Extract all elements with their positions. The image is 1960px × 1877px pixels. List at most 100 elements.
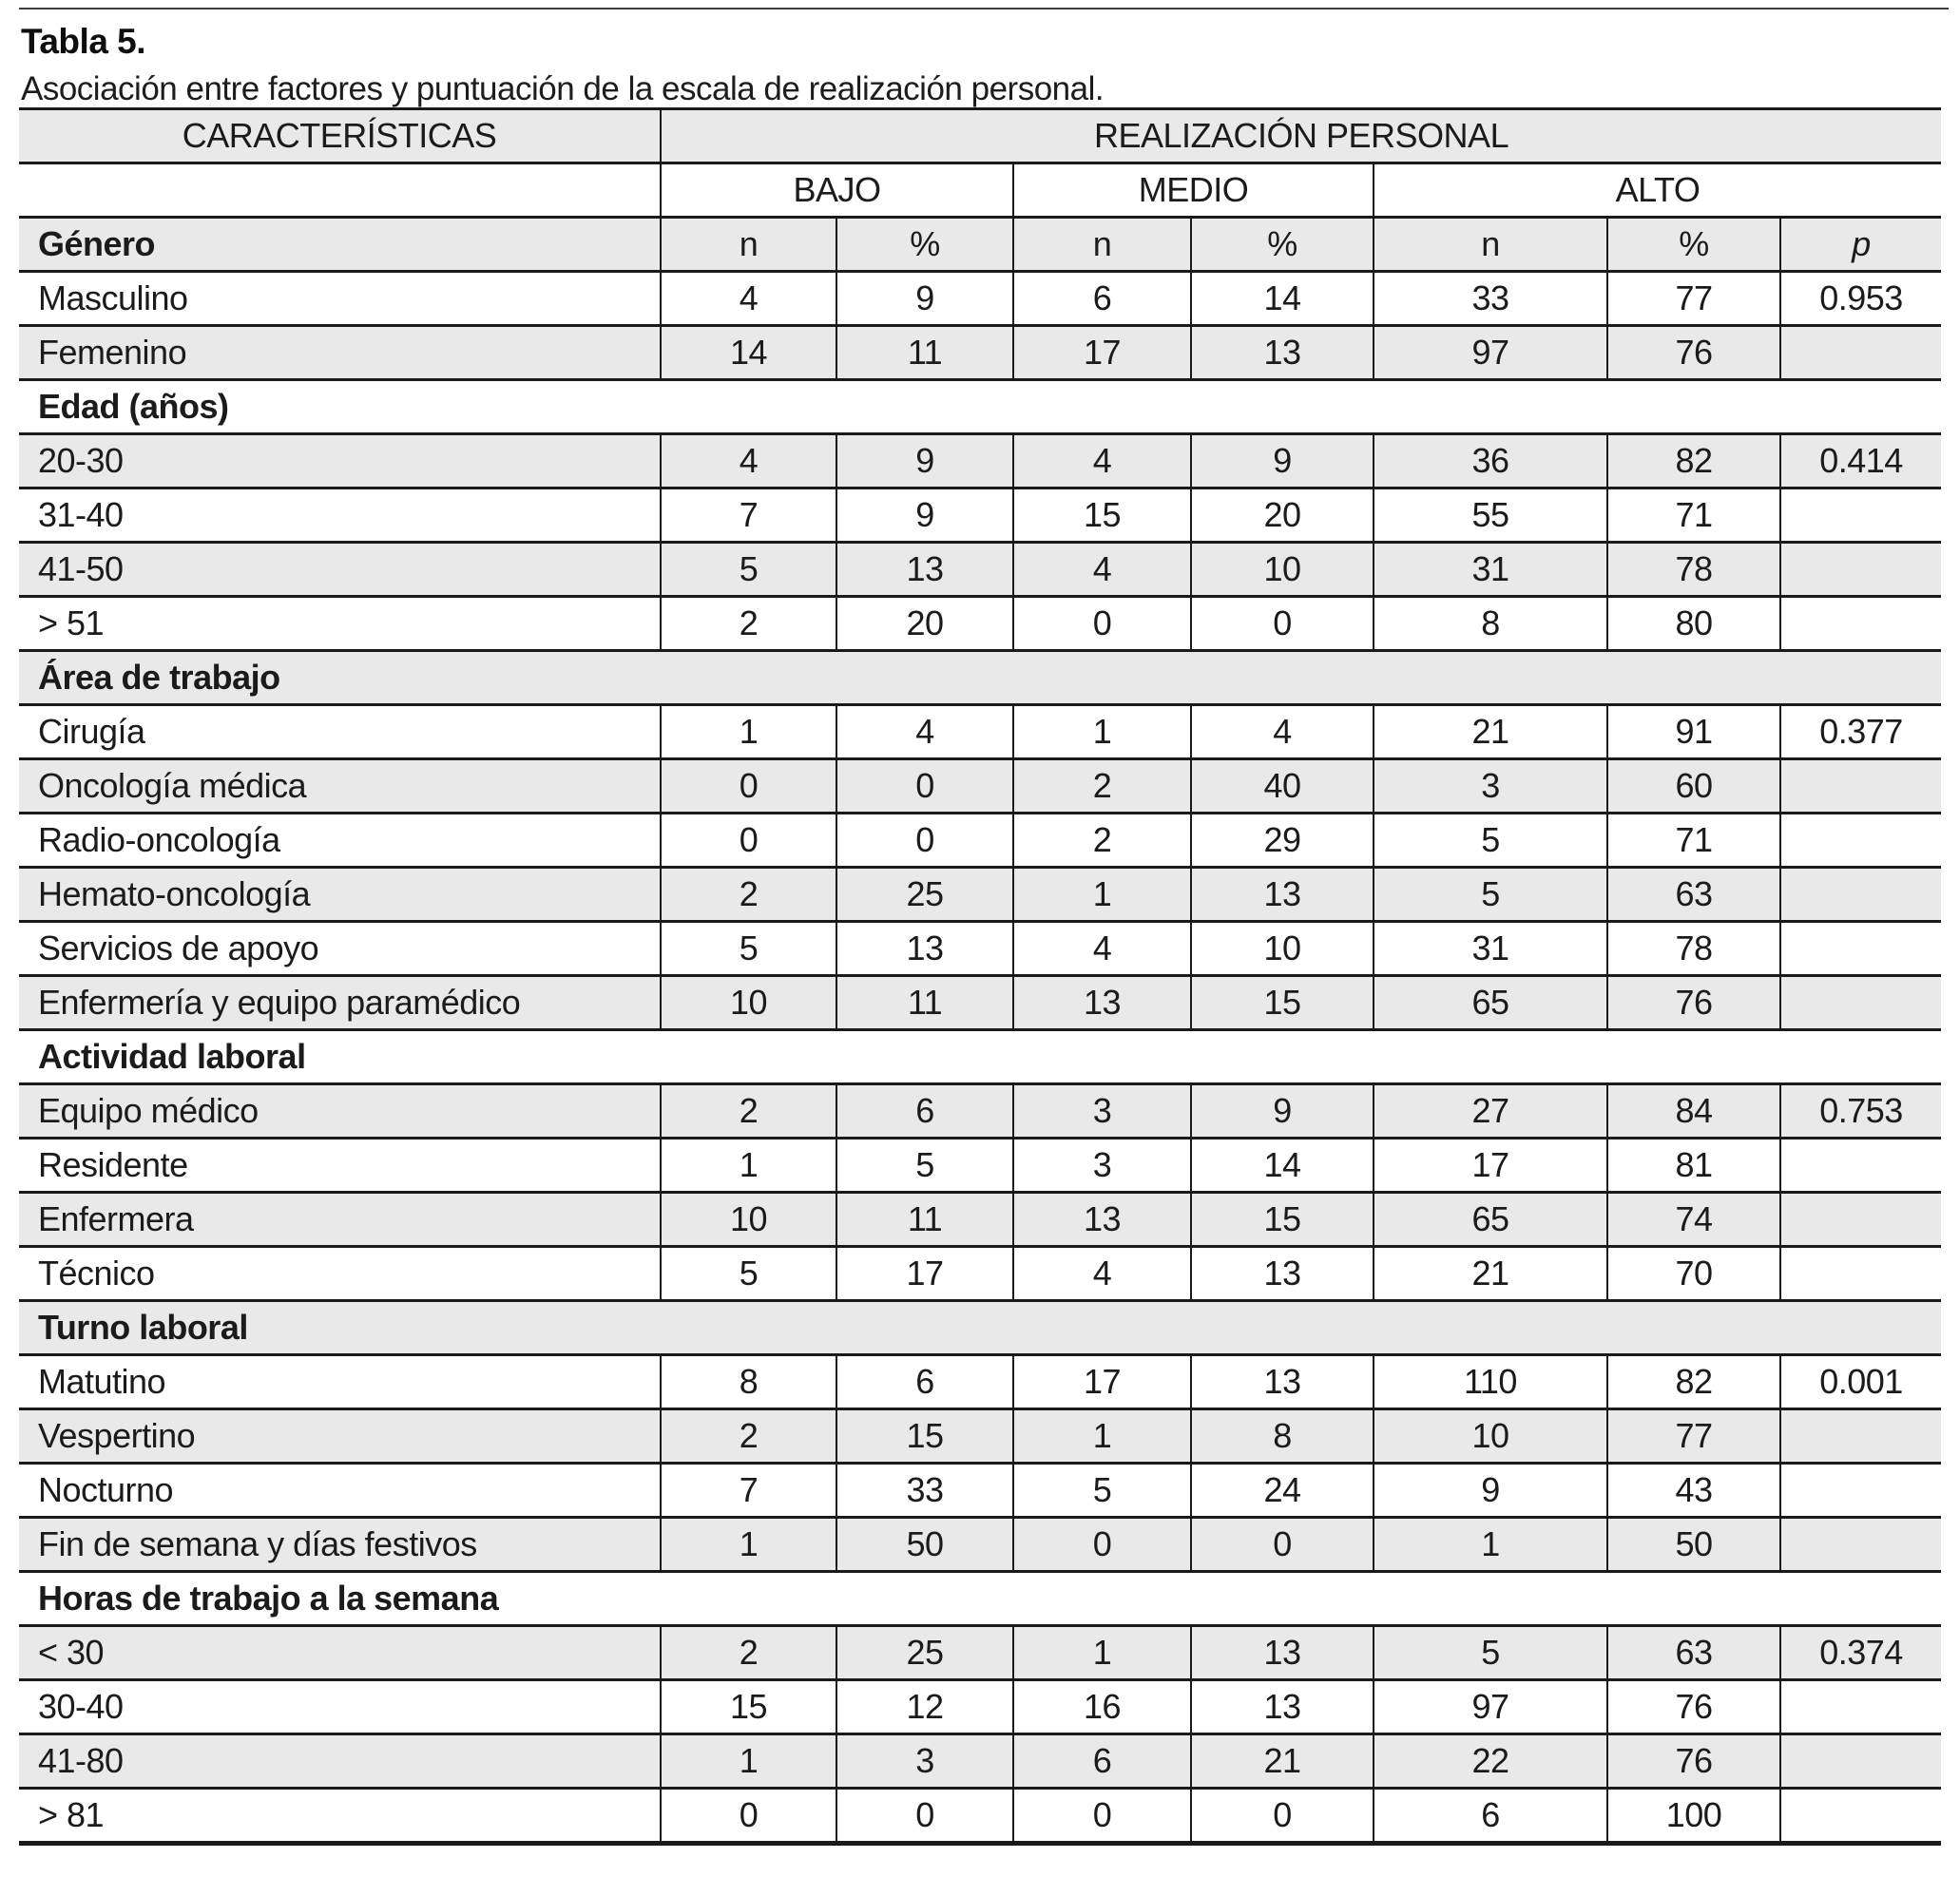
value-cell: 4: [1012, 541, 1191, 597]
value-cell: 5: [660, 920, 836, 976]
value-cell: 5: [836, 1137, 1013, 1193]
section-row: Edad (años): [19, 378, 1942, 434]
value-cell: 4: [1012, 1245, 1191, 1301]
table-row: Masculino 4 9 6 14 33 77 0.953: [19, 270, 1942, 326]
value-cell: 0: [660, 757, 836, 814]
p-value-cell: [1778, 1733, 1942, 1789]
value-cell: 5: [660, 541, 836, 597]
value-cell: 1: [1012, 703, 1191, 759]
value-cell: 21: [1373, 1245, 1607, 1301]
value-cell: 2: [660, 1624, 836, 1680]
value-cell: 9: [836, 487, 1013, 543]
value-cell: 21: [1190, 1733, 1374, 1789]
table-row: Hemato-oncología 2 25 1 13 5 63: [19, 866, 1942, 922]
value-cell: 1: [660, 1733, 836, 1789]
row-label: Nocturno: [19, 1462, 661, 1518]
header-row-subcolumns: Género n % n % n % p: [19, 216, 1942, 272]
value-cell: 22: [1373, 1733, 1607, 1789]
row-label: Residente: [19, 1137, 661, 1193]
p-value-cell: 0.374: [1778, 1624, 1942, 1680]
section-label: Turno laboral: [19, 1299, 1942, 1355]
section-label-genero: Género: [19, 216, 661, 272]
p-value-cell: [1778, 1787, 1942, 1844]
value-cell: 25: [836, 1624, 1013, 1680]
table-body: Masculino 4 9 6 14 33 77 0.953 Femenino 14 11 17 13 9…: [19, 270, 1942, 1844]
table-row: 30-40 15 12 16 13 97 76: [19, 1678, 1942, 1734]
table-row: 20-30 4 9 4 9 36 82 0.414: [19, 432, 1942, 488]
table-row: Vespertino 2 15 1 8 10 77: [19, 1408, 1942, 1464]
value-cell: 0: [836, 1787, 1013, 1844]
value-cell: 6: [836, 1082, 1013, 1139]
p-value-cell: 0.753: [1778, 1082, 1942, 1139]
value-cell: 11: [836, 974, 1013, 1030]
subcol-bajo-n: n: [660, 216, 836, 272]
value-cell: 5: [1373, 1624, 1607, 1680]
value-cell: 6: [1012, 1733, 1191, 1789]
table-row: Oncología médica 0 0 2 40 3 60: [19, 757, 1942, 814]
table-row: Enfermera 10 11 13 15 65 74: [19, 1191, 1942, 1247]
row-label: Equipo médico: [19, 1082, 661, 1139]
value-cell: 11: [836, 1191, 1013, 1247]
p-value-cell: [1778, 1245, 1942, 1301]
table-row: 31-40 7 9 15 20 55 71: [19, 487, 1942, 543]
value-cell: 82: [1606, 432, 1780, 488]
value-cell: 13: [1190, 1245, 1374, 1301]
value-cell: 97: [1373, 324, 1607, 380]
value-cell: 43: [1606, 1462, 1780, 1518]
value-cell: 97: [1373, 1678, 1607, 1734]
row-label: Fin de semana y días festivos: [19, 1516, 661, 1572]
row-label: 30-40: [19, 1678, 661, 1734]
table-row: Enfermería y equipo paramédico 10 11 13 15 65…: [19, 974, 1942, 1030]
value-cell: 71: [1606, 487, 1780, 543]
value-cell: 3: [836, 1733, 1013, 1789]
value-cell: 31: [1373, 920, 1607, 976]
table-row: > 81 0 0 0 0 6 100: [19, 1787, 1942, 1844]
row-label: 31-40: [19, 487, 661, 543]
value-cell: 5: [1373, 812, 1607, 868]
subcol-alto-n: n: [1373, 216, 1607, 272]
section-row: Área de trabajo: [19, 649, 1942, 705]
value-cell: 77: [1606, 270, 1780, 326]
value-cell: 1: [660, 1516, 836, 1572]
value-cell: 0: [660, 812, 836, 868]
value-cell: 13: [836, 541, 1013, 597]
value-cell: 5: [660, 1245, 836, 1301]
value-cell: 17: [836, 1245, 1013, 1301]
row-label: 41-80: [19, 1733, 661, 1789]
subcol-medio-n: n: [1012, 216, 1191, 272]
value-cell: 1: [1373, 1516, 1607, 1572]
value-cell: 13: [1012, 1191, 1191, 1247]
value-cell: 80: [1606, 595, 1780, 651]
subcol-bajo-pct: %: [836, 216, 1013, 272]
p-value-cell: 0.001: [1778, 1353, 1942, 1409]
value-cell: 0: [1190, 1787, 1374, 1844]
value-cell: 1: [660, 1137, 836, 1193]
section-label: Área de trabajo: [19, 649, 1942, 705]
value-cell: 24: [1190, 1462, 1374, 1518]
table-row: Matutino 8 6 17 13 110 82 0.001: [19, 1353, 1942, 1409]
value-cell: 7: [660, 1462, 836, 1518]
row-label: Técnico: [19, 1245, 661, 1301]
table-row: 41-50 5 13 4 10 31 78: [19, 541, 1942, 597]
row-label: Enfermería y equipo paramédico: [19, 974, 661, 1030]
value-cell: 14: [1190, 270, 1374, 326]
p-value-cell: [1778, 812, 1942, 868]
row-label: Matutino: [19, 1353, 661, 1409]
value-cell: 9: [1190, 1082, 1374, 1139]
value-cell: 77: [1606, 1408, 1780, 1464]
p-value-cell: 0.414: [1778, 432, 1942, 488]
p-value-cell: [1778, 541, 1942, 597]
value-cell: 76: [1606, 324, 1780, 380]
p-value-cell: [1778, 1137, 1942, 1193]
p-value-cell: 0.377: [1778, 703, 1942, 759]
value-cell: 74: [1606, 1191, 1780, 1247]
value-cell: 15: [1190, 974, 1374, 1030]
value-cell: 4: [1012, 432, 1191, 488]
row-label: Masculino: [19, 270, 661, 326]
value-cell: 60: [1606, 757, 1780, 814]
value-cell: 13: [1190, 324, 1374, 380]
subcol-p: p: [1778, 216, 1942, 272]
table-row: Servicios de apoyo 5 13 4 10 31 78: [19, 920, 1942, 976]
value-cell: 4: [1190, 703, 1374, 759]
value-cell: 7: [660, 487, 836, 543]
